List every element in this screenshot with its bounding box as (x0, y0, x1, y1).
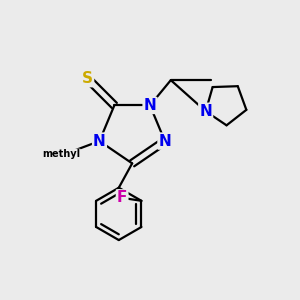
Text: N: N (93, 134, 106, 148)
Text: N: N (199, 104, 212, 119)
Text: N: N (158, 134, 171, 148)
Text: N: N (144, 98, 156, 113)
Text: S: S (82, 71, 93, 86)
Text: methyl: methyl (42, 149, 80, 160)
Text: F: F (117, 190, 127, 206)
